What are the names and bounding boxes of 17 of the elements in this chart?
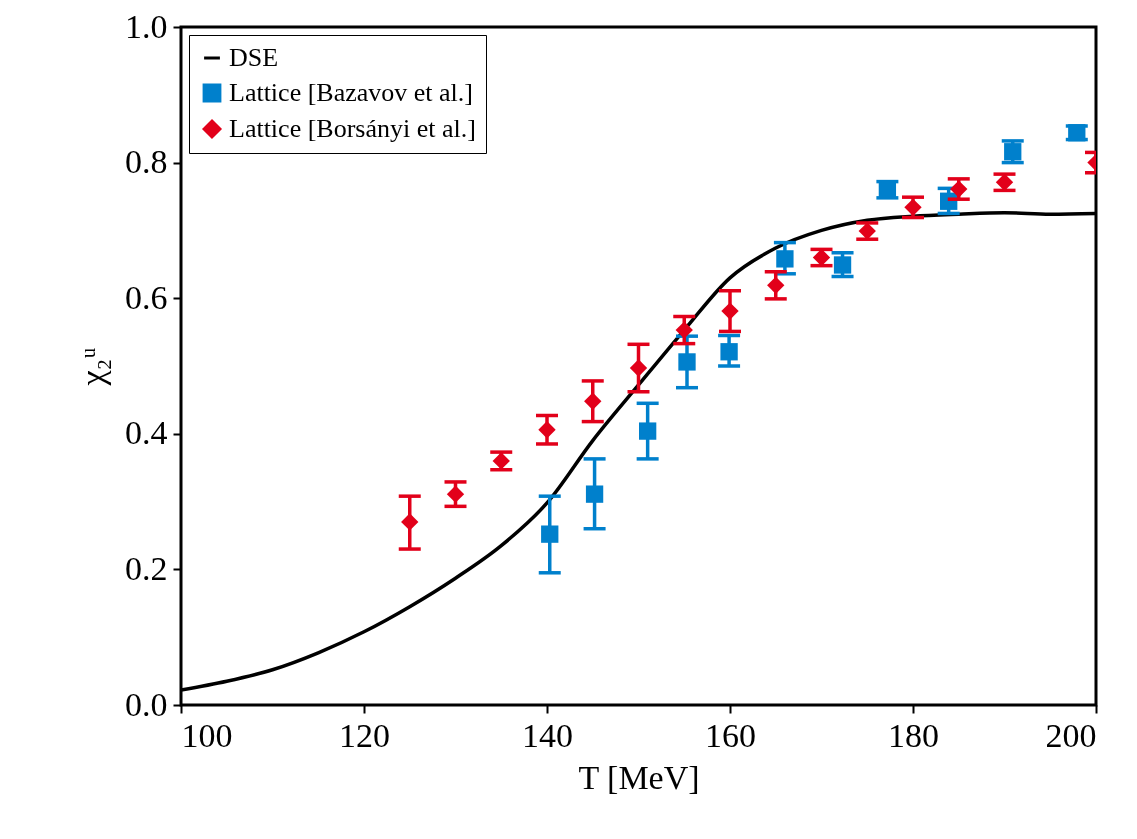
y-axis-title: χ₂ᵘ	[74, 347, 111, 387]
y-tick-label: 0.2	[125, 549, 168, 587]
y-tick-label: 1.0	[125, 7, 168, 45]
legend-label: Lattice [Borsányi et al.]	[229, 114, 476, 143]
x-tick-label: 200	[1045, 716, 1097, 754]
x-tick-label: 140	[522, 716, 573, 754]
y-tick-label: 0.6	[125, 278, 168, 316]
y-tick-label: 0.8	[125, 143, 168, 181]
x-tick-label: 180	[888, 716, 939, 754]
y-tick-label: 0.4	[125, 414, 168, 452]
x-axis-title: T [MeV]	[578, 758, 700, 796]
x-tick-label: 120	[339, 716, 390, 754]
legend-label: DSE	[229, 43, 279, 72]
y-tick-label: 0.0	[125, 685, 168, 723]
x-tick-label: 160	[705, 716, 756, 754]
legend-label: Lattice [Bazavov et al.]	[229, 78, 473, 107]
x-tick-label: 100	[181, 716, 233, 754]
